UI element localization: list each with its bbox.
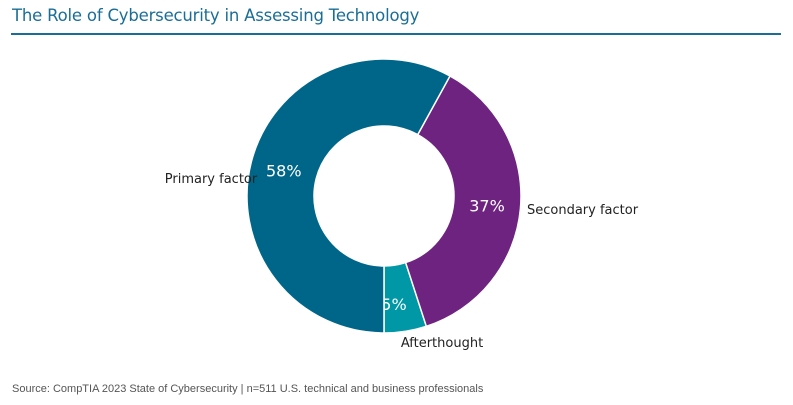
value-label: 58%: [266, 161, 302, 180]
slice-secondary-factor: [404, 74, 522, 328]
source-note: Source: CompTIA 2023 State of Cybersecur…: [12, 383, 484, 395]
category-label: Afterthought: [401, 336, 483, 351]
category-label: Primary factor: [165, 172, 258, 187]
chart-title: The Role of Cybersecurity in Assessing T…: [12, 6, 420, 25]
title-divider: [11, 33, 781, 35]
category-label: Secondary factor: [527, 203, 639, 218]
slice-primary-factor: [246, 58, 452, 334]
value-label: 5%: [381, 295, 406, 314]
value-label: 37%: [469, 197, 505, 216]
